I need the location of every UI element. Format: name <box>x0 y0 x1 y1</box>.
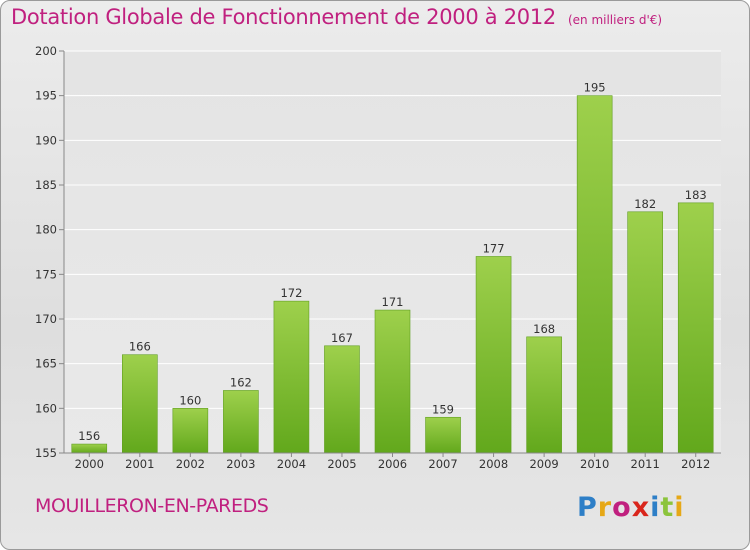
y-tick-label: 195 <box>35 89 57 103</box>
data-label: 171 <box>382 295 404 309</box>
logo-letter: i <box>650 492 661 523</box>
chart-title-text: Dotation Globale de Fonctionnement de 20… <box>11 5 556 29</box>
data-label: 156 <box>78 429 100 443</box>
bar <box>475 256 512 454</box>
logo-letter: i <box>674 492 685 523</box>
x-tick-label: 2005 <box>327 457 356 471</box>
bar <box>273 300 310 454</box>
data-label: 166 <box>129 340 151 354</box>
commune-name: MOUILLERON-EN-PAREDS <box>35 495 269 517</box>
x-tick-label: 2010 <box>580 457 609 471</box>
logo-letter: t <box>660 492 675 523</box>
x-tick-label: 2008 <box>479 457 508 471</box>
y-tick-label: 185 <box>35 178 57 192</box>
y-tick-label: 160 <box>35 401 57 415</box>
bar <box>526 336 562 454</box>
x-tick-label: 2007 <box>428 457 457 471</box>
data-label: 195 <box>584 81 606 95</box>
y-tick-label: 190 <box>35 133 57 147</box>
data-label: 168 <box>533 322 555 336</box>
bar <box>677 202 714 454</box>
bar <box>627 211 663 454</box>
data-label: 160 <box>179 393 201 407</box>
data-label: 183 <box>685 188 707 202</box>
data-label: 159 <box>432 402 454 416</box>
bar <box>71 443 108 454</box>
x-tick-label: 2000 <box>75 457 104 471</box>
chart-title: Dotation Globale de Fonctionnement de 20… <box>11 5 662 29</box>
y-tick-label: 180 <box>35 223 57 237</box>
x-tick-label: 2003 <box>226 457 255 471</box>
x-tick-label: 2004 <box>277 457 306 471</box>
logo-letter: o <box>612 492 632 523</box>
y-tick-label: 170 <box>35 312 57 326</box>
x-tick-label: 2009 <box>529 457 558 471</box>
axis-layer: 155 160 165 170 175 180 185 190 195 200 2000 2001 20… <box>35 44 721 471</box>
x-tick-label: 2011 <box>631 457 660 471</box>
proxiti-logo: Proxiti <box>577 492 685 523</box>
y-tick-label: 165 <box>35 357 57 371</box>
y-tick-label: 200 <box>35 44 57 58</box>
x-tick-label: 2012 <box>681 457 710 471</box>
data-label: 177 <box>483 241 505 255</box>
x-tick-label: 2001 <box>125 457 154 471</box>
bar <box>425 416 461 454</box>
x-tick-label: 2002 <box>176 457 205 471</box>
data-label: 167 <box>331 331 353 345</box>
x-tick-label: 2006 <box>378 457 407 471</box>
bar <box>576 95 613 454</box>
logo-letter: x <box>631 492 651 523</box>
y-tick-label: 155 <box>35 446 57 460</box>
chart-unit-note: (en milliers d'€) <box>567 13 663 27</box>
logo-letter: P <box>577 492 598 523</box>
data-label: 172 <box>280 286 302 300</box>
y-tick-label: 175 <box>35 267 57 281</box>
data-label: 162 <box>230 375 252 389</box>
data-label: 182 <box>634 197 656 211</box>
bars-layer: 156 166 160 162 172 167 171 159 177 168 195 182 183 <box>71 81 714 454</box>
bar <box>374 309 411 454</box>
bar <box>122 354 158 454</box>
logo-letter: r <box>597 492 613 523</box>
bar <box>223 390 259 454</box>
bar <box>172 408 209 454</box>
bar <box>324 345 360 454</box>
